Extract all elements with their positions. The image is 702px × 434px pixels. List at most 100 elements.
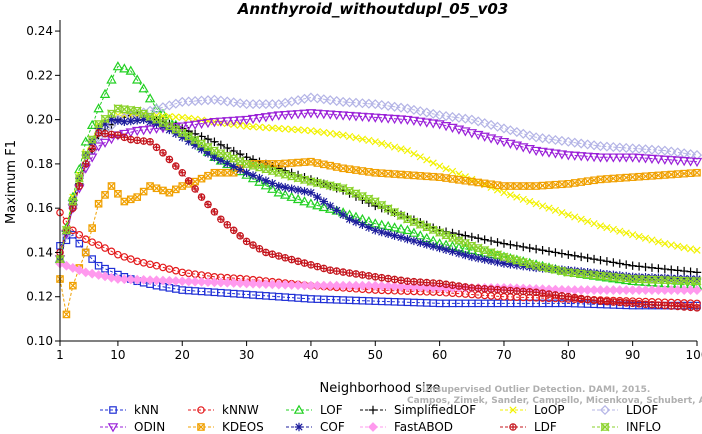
data-point — [320, 128, 328, 137]
data-point — [608, 142, 619, 153]
data-point — [210, 208, 219, 216]
data-point — [273, 187, 284, 197]
data-point — [583, 253, 592, 263]
data-point — [614, 285, 625, 295]
data-point — [608, 273, 619, 283]
data-point — [318, 110, 330, 120]
data-point — [177, 128, 187, 138]
data-point — [120, 197, 129, 206]
data-point — [215, 95, 226, 106]
data-point — [480, 284, 489, 293]
data-point — [648, 172, 656, 180]
data-point — [222, 117, 233, 127]
data-point — [582, 152, 593, 162]
data-point — [286, 191, 297, 201]
data-point — [293, 185, 303, 195]
data-point — [382, 220, 394, 231]
data-point — [429, 279, 437, 287]
data-point — [241, 115, 252, 126]
series-markers-simplifiedlof — [55, 110, 702, 277]
data-point — [512, 261, 522, 270]
data-point — [583, 217, 592, 226]
data-point — [402, 224, 413, 235]
data-point — [159, 149, 167, 157]
data-point — [601, 272, 613, 282]
data-point — [589, 285, 599, 295]
data-point — [217, 119, 225, 127]
data-point — [307, 261, 315, 269]
data-point — [530, 146, 542, 157]
data-point — [408, 116, 420, 126]
data-point — [332, 182, 342, 192]
data-point — [293, 173, 303, 183]
data-point — [125, 274, 136, 285]
data-point — [384, 274, 392, 283]
data-point — [305, 109, 317, 119]
data-point — [505, 253, 516, 264]
data-point — [480, 235, 489, 244]
data-point — [326, 201, 335, 211]
data-point — [299, 280, 310, 291]
data-point — [133, 193, 142, 201]
data-point — [654, 273, 663, 282]
data-point — [569, 151, 580, 161]
data-point — [390, 231, 399, 240]
y-tick-label: 0.14 — [26, 245, 53, 259]
data-point — [69, 281, 77, 290]
data-point — [685, 285, 696, 295]
data-point — [441, 111, 452, 122]
data-point — [389, 207, 400, 217]
data-point — [114, 131, 122, 139]
data-point — [279, 189, 291, 199]
data-point — [440, 122, 452, 132]
data-point — [100, 271, 110, 282]
data-point — [402, 103, 413, 114]
data-point — [615, 298, 624, 307]
data-point — [532, 200, 540, 208]
data-point — [526, 197, 534, 206]
data-point — [435, 243, 444, 253]
data-point — [442, 165, 450, 173]
data-point — [260, 180, 272, 190]
data-point — [203, 149, 213, 158]
data-point — [686, 267, 695, 276]
legend-item-ldf: LDF — [500, 420, 557, 434]
data-point — [144, 93, 156, 103]
data-point — [603, 297, 611, 306]
data-point — [377, 200, 387, 210]
data-point — [299, 109, 310, 119]
data-point — [653, 285, 664, 295]
data-point — [242, 237, 251, 246]
data-point — [505, 125, 516, 136]
series-cof — [55, 115, 702, 284]
data-point — [254, 278, 265, 289]
data-point — [466, 129, 478, 139]
data-point — [94, 129, 103, 137]
data-point — [126, 116, 135, 126]
series-kdeos — [56, 157, 701, 319]
data-point — [659, 155, 671, 165]
data-point — [172, 266, 180, 275]
x-tick-label: 70 — [496, 348, 511, 362]
data-point — [453, 125, 465, 135]
data-point — [331, 280, 342, 291]
data-point — [268, 124, 276, 132]
data-point — [678, 156, 690, 167]
data-point — [601, 153, 613, 163]
data-point — [74, 173, 84, 183]
data-point — [236, 232, 244, 240]
legend-label: KDEOS — [222, 420, 264, 434]
data-point — [538, 202, 547, 210]
data-point — [159, 186, 167, 195]
data-point — [262, 248, 270, 257]
data-point — [447, 233, 458, 243]
data-point — [473, 116, 484, 127]
data-point — [429, 159, 437, 167]
data-point — [217, 215, 225, 224]
data-point — [538, 246, 547, 255]
legend-swatch-marker — [600, 422, 610, 432]
legend-label: ODIN — [134, 420, 165, 434]
legend-swatch-marker — [109, 406, 117, 414]
data-point — [570, 266, 579, 276]
y-tick-label: 0.18 — [26, 157, 53, 171]
